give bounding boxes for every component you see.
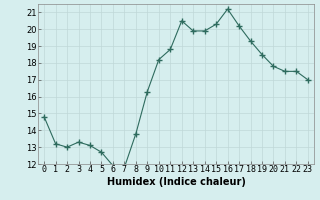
X-axis label: Humidex (Indice chaleur): Humidex (Indice chaleur) (107, 177, 245, 187)
